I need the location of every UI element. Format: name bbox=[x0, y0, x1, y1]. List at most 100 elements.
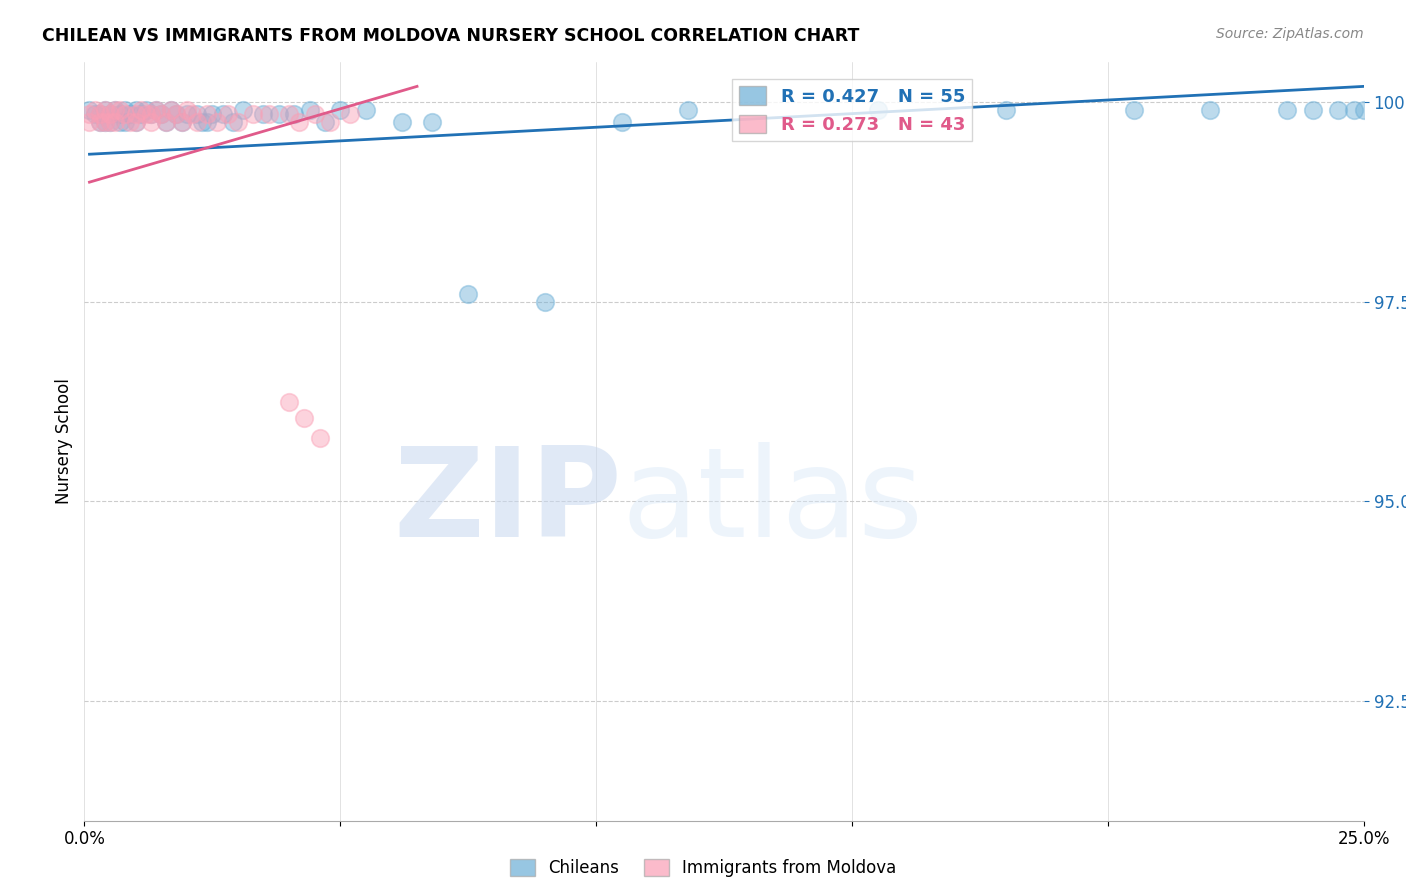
Point bbox=[139, 115, 162, 129]
Point bbox=[207, 115, 229, 129]
Point bbox=[1353, 103, 1375, 118]
Point bbox=[457, 286, 479, 301]
Point bbox=[79, 103, 101, 118]
Point bbox=[267, 107, 290, 121]
Point bbox=[242, 107, 264, 121]
Point bbox=[145, 103, 167, 118]
Point bbox=[108, 115, 131, 129]
Point bbox=[145, 103, 167, 118]
Legend: R = 0.427   N = 55, R = 0.273   N = 43: R = 0.427 N = 55, R = 0.273 N = 43 bbox=[733, 79, 972, 141]
Point bbox=[150, 107, 173, 121]
Point bbox=[104, 115, 127, 129]
Point bbox=[135, 107, 157, 121]
Point bbox=[217, 107, 239, 121]
Point bbox=[129, 107, 152, 121]
Point bbox=[139, 107, 162, 121]
Point bbox=[98, 115, 121, 129]
Point bbox=[155, 115, 177, 129]
Point bbox=[108, 107, 131, 121]
Point bbox=[308, 431, 330, 445]
Point bbox=[257, 107, 280, 121]
Point bbox=[170, 115, 193, 129]
Point bbox=[98, 107, 121, 121]
Point bbox=[79, 115, 101, 129]
Point bbox=[89, 107, 111, 121]
Point bbox=[201, 107, 224, 121]
Point bbox=[114, 103, 136, 118]
Point bbox=[391, 115, 413, 129]
Point bbox=[994, 103, 1017, 118]
Text: CHILEAN VS IMMIGRANTS FROM MOLDOVA NURSERY SCHOOL CORRELATION CHART: CHILEAN VS IMMIGRANTS FROM MOLDOVA NURSE… bbox=[42, 27, 859, 45]
Text: atlas: atlas bbox=[621, 442, 924, 563]
Point bbox=[124, 107, 146, 121]
Point bbox=[1199, 103, 1222, 118]
Point bbox=[186, 107, 208, 121]
Point bbox=[135, 103, 157, 118]
Point bbox=[94, 103, 117, 118]
Point bbox=[89, 115, 111, 129]
Point bbox=[98, 115, 121, 129]
Point bbox=[160, 103, 183, 118]
Point bbox=[89, 115, 111, 129]
Point bbox=[1275, 103, 1298, 118]
Point bbox=[180, 107, 202, 121]
Point bbox=[83, 107, 105, 121]
Point bbox=[288, 115, 311, 129]
Point bbox=[186, 115, 208, 129]
Point bbox=[176, 103, 198, 118]
Point bbox=[155, 115, 177, 129]
Point bbox=[89, 107, 111, 121]
Y-axis label: Nursery School: Nursery School bbox=[55, 378, 73, 505]
Point bbox=[166, 107, 188, 121]
Point bbox=[211, 107, 233, 121]
Point bbox=[319, 115, 342, 129]
Point bbox=[94, 103, 117, 118]
Point bbox=[329, 103, 352, 118]
Point bbox=[83, 103, 105, 118]
Point bbox=[114, 115, 136, 129]
Point bbox=[120, 107, 142, 121]
Point bbox=[278, 394, 301, 409]
Point bbox=[124, 115, 146, 129]
Point bbox=[79, 107, 101, 121]
Point bbox=[160, 103, 183, 118]
Point bbox=[294, 410, 316, 425]
Point bbox=[314, 115, 336, 129]
Point bbox=[1302, 103, 1324, 118]
Point bbox=[98, 107, 121, 121]
Point bbox=[1343, 103, 1365, 118]
Point bbox=[176, 107, 198, 121]
Point bbox=[339, 107, 361, 121]
Point bbox=[170, 115, 193, 129]
Point bbox=[129, 103, 152, 118]
Point bbox=[120, 115, 142, 129]
Point bbox=[252, 107, 274, 121]
Point bbox=[354, 103, 377, 118]
Point bbox=[678, 103, 700, 118]
Point bbox=[1327, 103, 1350, 118]
Point bbox=[124, 115, 146, 129]
Point bbox=[114, 107, 136, 121]
Point bbox=[195, 115, 218, 129]
Point bbox=[304, 107, 326, 121]
Point bbox=[1122, 103, 1144, 118]
Point bbox=[195, 107, 218, 121]
Point bbox=[124, 103, 146, 118]
Point bbox=[104, 103, 127, 118]
Text: Source: ZipAtlas.com: Source: ZipAtlas.com bbox=[1216, 27, 1364, 41]
Legend: Chileans, Immigrants from Moldova: Chileans, Immigrants from Moldova bbox=[503, 852, 903, 884]
Point bbox=[94, 115, 117, 129]
Point bbox=[298, 103, 321, 118]
Point bbox=[610, 115, 633, 129]
Point bbox=[94, 115, 117, 129]
Point bbox=[278, 107, 301, 121]
Point bbox=[104, 103, 127, 118]
Point bbox=[534, 294, 557, 309]
Point bbox=[283, 107, 305, 121]
Point bbox=[191, 115, 214, 129]
Point bbox=[150, 107, 173, 121]
Point bbox=[166, 107, 188, 121]
Point bbox=[222, 115, 245, 129]
Point bbox=[232, 103, 254, 118]
Point bbox=[139, 107, 162, 121]
